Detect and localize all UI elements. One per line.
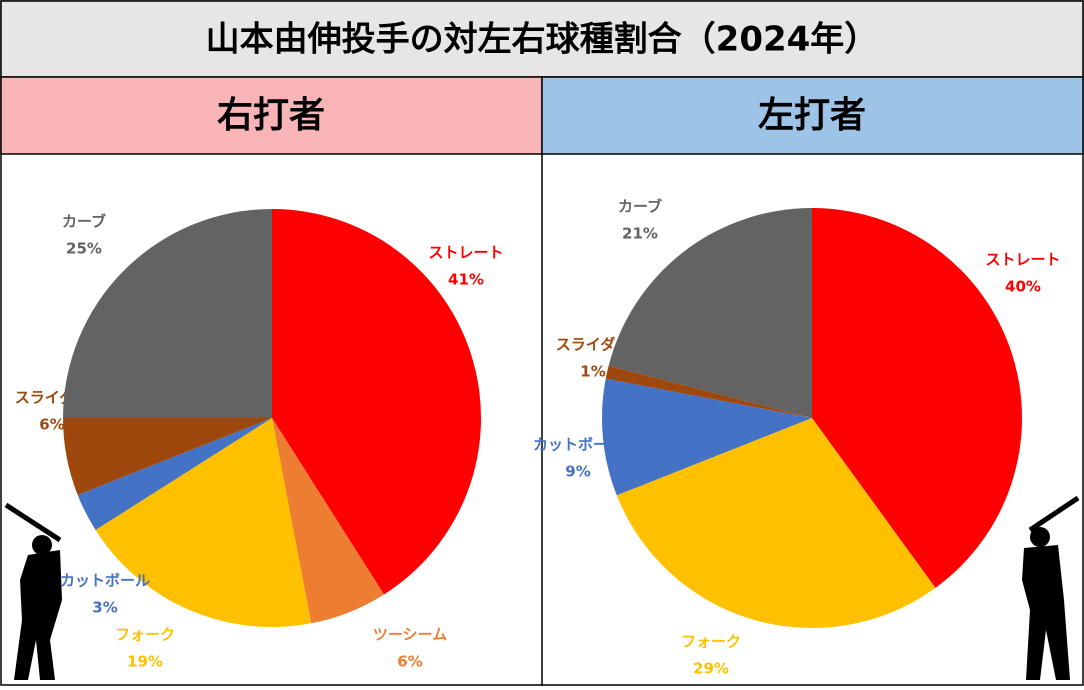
slice-label: フォーク [681, 633, 741, 651]
panel-title: 左打者 [758, 95, 866, 136]
value-label: 21% [622, 225, 658, 243]
slice-label: カーブ [618, 198, 662, 216]
value-label: 1% [580, 363, 605, 381]
pie-slice [95, 418, 312, 628]
slice-label: スライダー [556, 336, 630, 354]
value-label: 41% [448, 271, 484, 289]
value-label: 9% [565, 463, 590, 481]
slice-label: カットボール [533, 436, 623, 454]
pie-slice [605, 365, 812, 418]
title-bar [0, 0, 1084, 78]
pie-slice [272, 418, 384, 624]
value-label: 3% [92, 599, 117, 617]
page-title: 山本由伸投手の対左右球種割合（2024年） [206, 20, 879, 60]
value-label: 25% [66, 240, 102, 258]
pie-slice [601, 378, 812, 496]
slice-label: カットボール [60, 572, 150, 590]
pie-slice [63, 209, 272, 418]
pie-slice [77, 418, 272, 530]
slice-label: カーブ [62, 213, 106, 231]
pie-slice [63, 418, 272, 495]
panel-header [541, 76, 1084, 155]
value-label: 6% [397, 653, 422, 671]
pie-slice [616, 418, 936, 628]
panel-header [0, 76, 543, 155]
slice-label: ストレート [428, 244, 503, 262]
pie-slice [608, 208, 812, 418]
slice-label: ツーシーム [373, 626, 447, 644]
slice-label: フォーク [115, 626, 175, 644]
value-label: 40% [1005, 278, 1041, 296]
batter-icon [1022, 495, 1080, 680]
panel-title: 右打者 [217, 95, 325, 136]
value-label: 6% [39, 416, 64, 434]
pie-slice [272, 209, 481, 595]
batter-icon [4, 502, 62, 680]
pie-slice [812, 208, 1023, 588]
value-label: 19% [127, 653, 163, 671]
value-label: 29% [693, 660, 729, 678]
slice-label: ストレート [985, 251, 1060, 269]
